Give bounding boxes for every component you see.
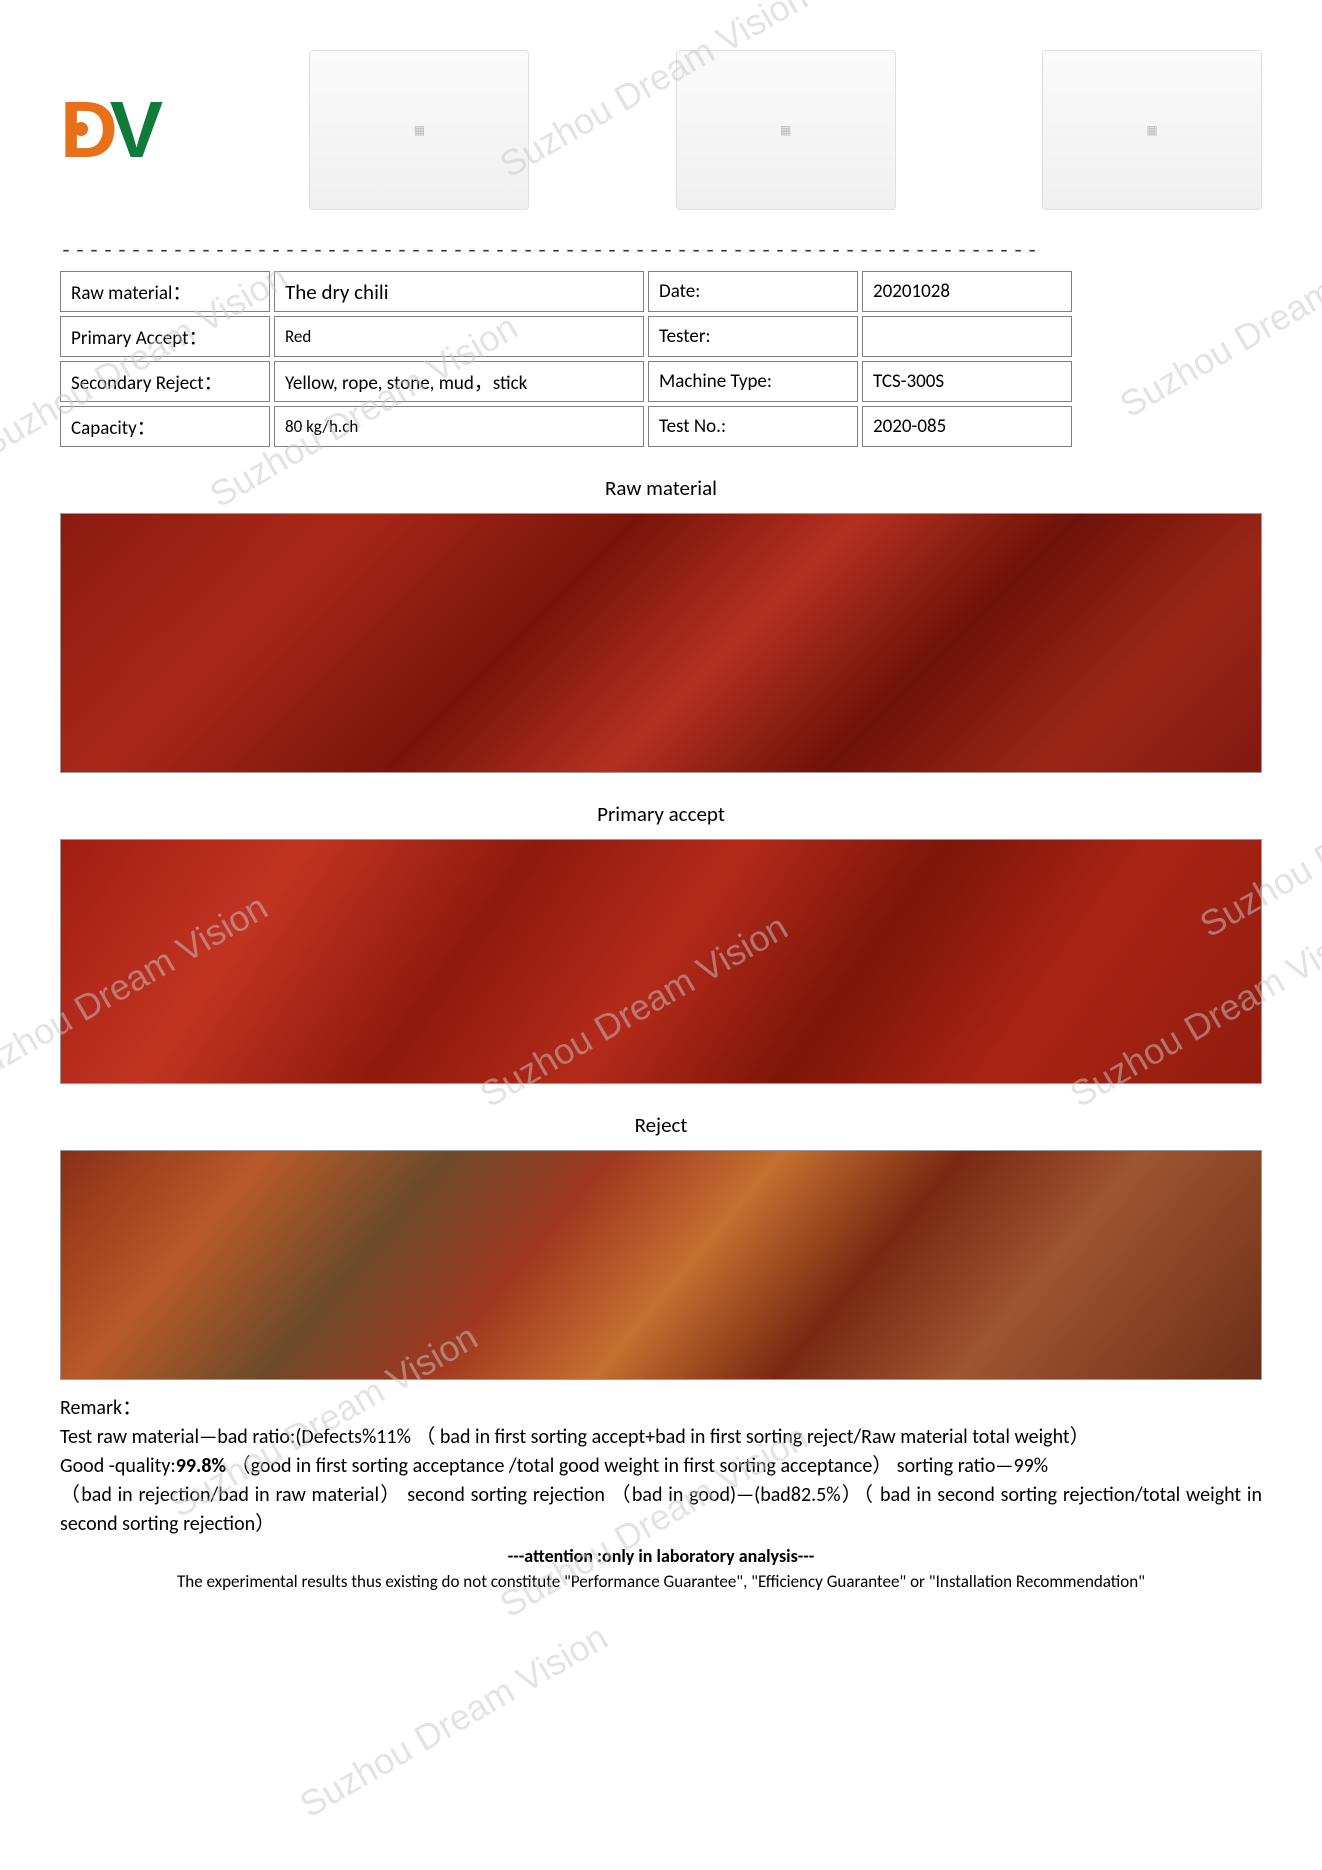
remark-line1: Test raw material—bad ratio:(Defects%11%… [60,1425,1090,1449]
info-value: TCS-300S [862,361,1072,402]
info-label: Capacity： [60,406,270,447]
logo: D V [60,84,163,176]
logo-v: V [110,84,163,176]
remark-heading: Remark： [60,1396,142,1420]
disclaimer-line: The experimental results thus existing d… [60,1571,1262,1592]
info-value: 20201028 [862,271,1072,312]
machine-image-1: ▦ [309,50,529,210]
logo-d: D [60,84,118,176]
separator: ----------------------------------------… [60,240,1262,263]
info-label: Date: [648,271,858,312]
raw-material-photo [60,513,1262,773]
info-value: Yellow, rope, stone, mud，stick [274,361,644,402]
info-value [862,316,1072,357]
attention-line: ---attention :only in laboratory analysi… [60,1545,1262,1567]
watermark: Suzhou Dream Vision [293,1616,615,1826]
header-row: D V ▦ ▦ ▦ [60,50,1262,210]
info-value: The dry chili [274,271,644,312]
remark-line2-post: （good in first sorting acceptance /total… [226,1454,1048,1478]
remark-block: Remark： Test raw material—bad ratio:(Def… [60,1394,1262,1539]
remark-line2-pre: Good -quality: [60,1454,176,1478]
info-value: 2020-085 [862,406,1072,447]
machine-image-3: ▦ [1042,50,1262,210]
info-label: Test No.: [648,406,858,447]
reject-title: Reject [60,1112,1262,1138]
info-value: 80 kg/h.ch [274,406,644,447]
info-table: Raw material：The dry chiliDate:20201028 P… [60,271,1262,447]
raw-material-title: Raw material [60,475,1262,501]
info-label: Machine Type: [648,361,858,402]
info-label: Raw material： [60,271,270,312]
primary-accept-title: Primary accept [60,801,1262,827]
info-label: Tester: [648,316,858,357]
info-value: Red [274,316,644,357]
good-quality-value: 99.8% [176,1454,226,1478]
machine-image-2: ▦ [676,50,896,210]
info-label: Primary Accept： [60,316,270,357]
info-label: Secondary Reject： [60,361,270,402]
primary-accept-photo [60,839,1262,1084]
reject-photo [60,1150,1262,1380]
remark-line3: （bad in rejection/bad in raw material） s… [60,1483,1262,1536]
